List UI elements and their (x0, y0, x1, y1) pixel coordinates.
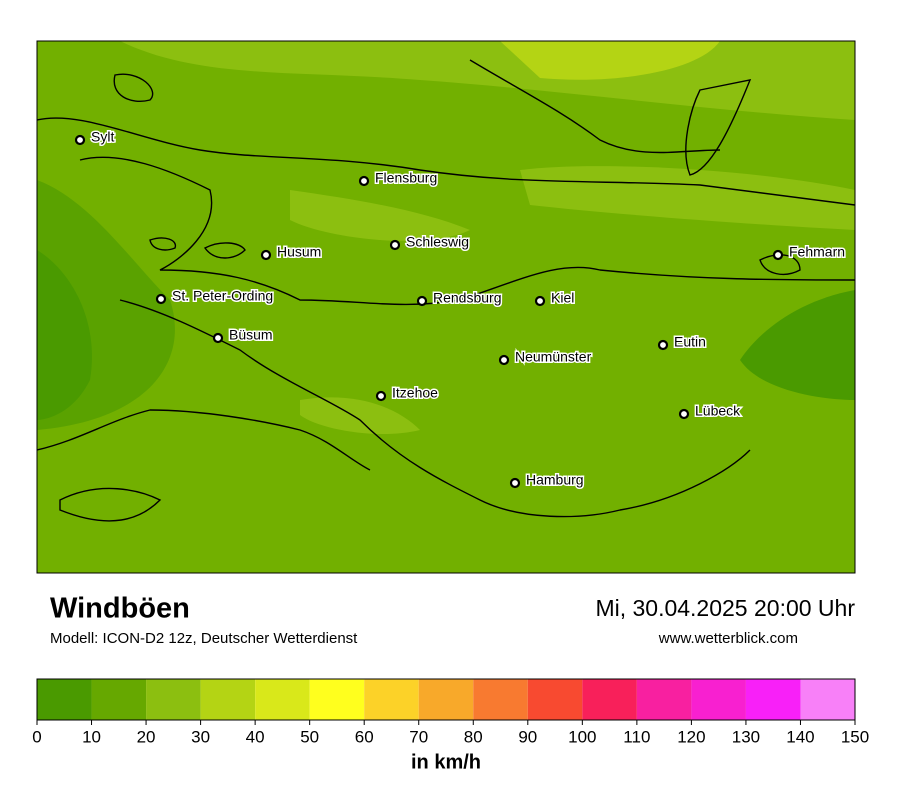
colorbar-segment (364, 679, 419, 720)
colorbar-segment (745, 679, 801, 720)
colorbar-tick-label: 130 (732, 727, 760, 746)
city: Hamburg (509, 470, 585, 489)
map-field (37, 41, 855, 573)
city: Sylt (74, 127, 116, 146)
website: www.wetterblick.com (658, 630, 798, 647)
colorbar-unit: in km/h (411, 751, 481, 773)
city-label: St. Peter-Ording (172, 288, 273, 304)
colorbar-segment (582, 679, 637, 720)
city-label: Neumünster (515, 349, 592, 365)
colorbar-tick-label: 40 (246, 727, 265, 746)
city: Husum (260, 242, 323, 261)
map-frame (36, 40, 856, 574)
city: Eutin (657, 332, 707, 351)
city-label: Kiel (551, 290, 574, 306)
colorbar-segment (691, 679, 746, 720)
city-label: Itzehoe (392, 385, 438, 401)
colorbar-tick-label: 60 (355, 727, 374, 746)
colorbar: 0 10 20 30 40 50 60 70 80 90 100 110 120 130 140 150 (32, 678, 869, 746)
model-info: Modell: ICON-D2 12z, Deutscher Wetterdie… (50, 630, 358, 647)
colorbar-tick-label: 110 (623, 727, 650, 746)
colorbar-segment (91, 679, 147, 720)
city: Büsum (212, 325, 274, 344)
colorbar-tick-label: 50 (300, 727, 319, 746)
colorbar-tick-label: 90 (518, 727, 537, 746)
colorbar-segment (255, 679, 310, 720)
city-label: Hamburg (526, 472, 584, 488)
city: Lübeck (678, 401, 743, 420)
colorbar-segment (146, 679, 201, 720)
city: Itzehoe (375, 383, 440, 402)
city-label: Flensburg (375, 170, 437, 186)
city-label: Rendsburg (433, 290, 502, 306)
title: Windböen (50, 593, 190, 625)
colorbar-segment (800, 679, 855, 720)
colorbar-tick-label: 120 (677, 727, 705, 746)
city-label: Sylt (91, 129, 114, 145)
colorbar-tick-label: 80 (464, 727, 483, 746)
colorbar-segment (37, 679, 92, 720)
colorbar-frame (36, 678, 856, 721)
colorbar-segment (473, 679, 528, 720)
city-label: Husum (277, 244, 321, 260)
colorbar-tick-label: 20 (137, 727, 156, 746)
city: Fehmarn (772, 242, 847, 261)
colorbar-segment (309, 679, 365, 720)
datetime: Mi, 30.04.2025 20:00 Uhr (595, 595, 855, 621)
colorbar-tick-label: 140 (786, 727, 814, 746)
colorbar-tick-label: 100 (568, 727, 596, 746)
city-label: Fehmarn (789, 244, 845, 260)
city: St. Peter-Ording (155, 286, 275, 305)
city: Neumünster (498, 347, 593, 366)
city-label: Schleswig (406, 234, 469, 250)
colorbar-segment (636, 679, 692, 720)
city: Flensburg (358, 168, 439, 187)
colorbar-tick-label: 30 (191, 727, 210, 746)
city-label: Eutin (674, 334, 706, 350)
city-label: Lübeck (695, 403, 741, 419)
city: Kiel (534, 288, 576, 307)
colorbar-tick-label: 0 (32, 727, 41, 746)
city-label: Büsum (229, 327, 273, 343)
colorbar-segment (200, 679, 256, 720)
colorbar-tick-label: 150 (841, 727, 869, 746)
city: Schleswig (389, 232, 471, 251)
colorbar-segment (527, 679, 583, 720)
city: Rendsburg (416, 288, 503, 307)
colorbar-tick-label: 70 (409, 727, 428, 746)
colorbar-tick-label: 10 (82, 727, 101, 746)
colorbar-segment (418, 679, 474, 720)
